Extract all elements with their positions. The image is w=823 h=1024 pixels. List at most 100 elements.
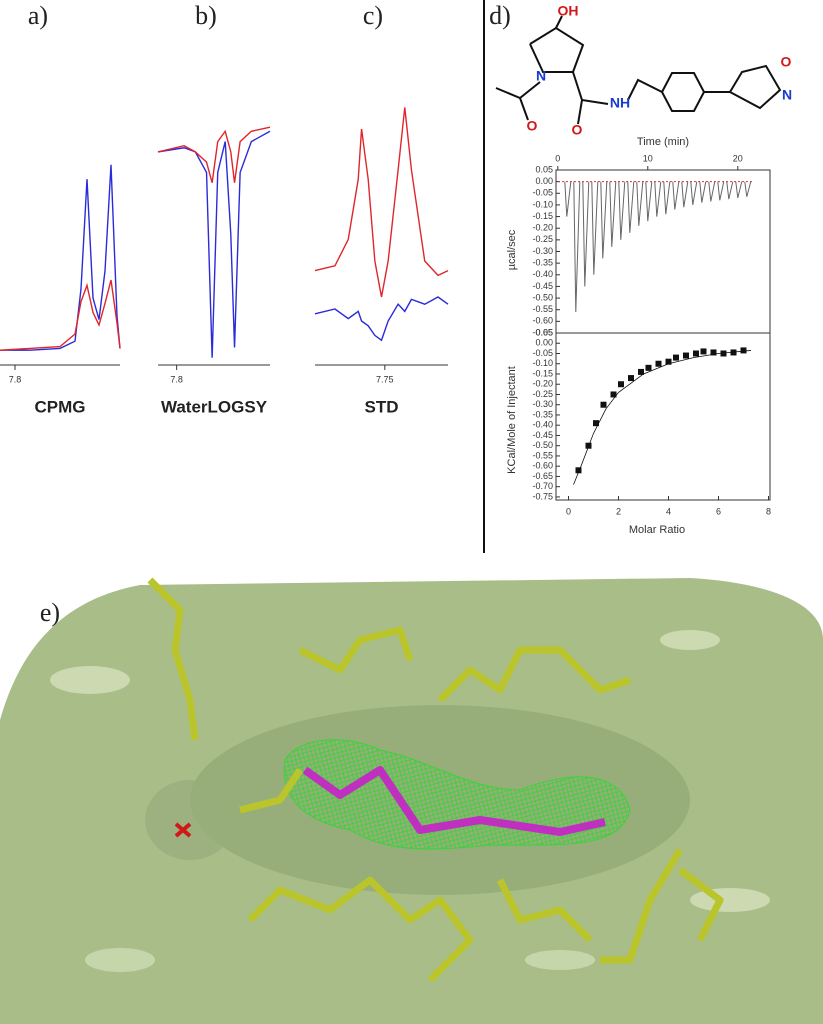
injection-peak: [744, 181, 752, 197]
data-point: [710, 349, 717, 356]
injection-peak: [636, 181, 644, 226]
y-tick-label: -0.05: [532, 348, 553, 358]
x-tick-label: 7.8: [9, 374, 22, 384]
data-point: [628, 375, 634, 382]
y-tick-label: -0.10: [532, 358, 553, 368]
spectrum-line: [0, 164, 121, 351]
panel-label: d): [489, 1, 511, 30]
injection-peak: [717, 181, 725, 201]
injection-peak: [663, 181, 671, 215]
y-axis-label: µcal/sec: [506, 229, 518, 270]
data-point: [693, 350, 699, 357]
data-point: [638, 368, 644, 375]
injection-peak: [699, 181, 707, 203]
x-tick-label: 0: [555, 153, 560, 163]
injection-peak: [582, 181, 590, 287]
data-point: [655, 360, 662, 367]
data-point: [673, 354, 679, 361]
y-tick-label: 0.00: [535, 338, 553, 348]
injection-peak: [645, 181, 653, 222]
injection-peak: [564, 181, 572, 217]
y-tick-label: -0.50: [532, 292, 553, 302]
y-tick-label: -0.40: [532, 269, 553, 279]
atom-label: O: [572, 122, 583, 138]
y-tick-label: -0.45: [532, 430, 553, 440]
chemical-structure: [495, 15, 782, 125]
spectrum-name: STD: [365, 397, 399, 416]
y-tick-label: -0.60: [532, 461, 553, 471]
atom-label: NH: [610, 95, 630, 111]
injection-peak: [609, 181, 617, 247]
atom-label: O: [781, 54, 792, 70]
y-tick-label: -0.55: [532, 450, 553, 460]
panel-label: e): [40, 598, 60, 627]
y-tick-label: -0.65: [532, 327, 553, 337]
y-tick-label: -0.65: [532, 471, 553, 481]
data-point: [593, 420, 599, 427]
y-tick-label: -0.20: [532, 379, 553, 389]
injection-peak: [618, 181, 626, 240]
data-point: [665, 358, 672, 365]
y-tick-label: -0.60: [532, 316, 553, 326]
y-tick-label: -0.75: [532, 491, 553, 501]
injection-peak: [627, 181, 635, 233]
y-tick-label: -0.35: [532, 409, 553, 419]
x-tick-label: 7.75: [376, 374, 394, 384]
atom-label: N: [782, 87, 792, 103]
y-tick-label: -0.25: [532, 389, 553, 399]
x-tick-label: 0: [566, 506, 571, 516]
y-tick-label: -0.30: [532, 246, 553, 256]
data-point: [700, 348, 707, 355]
panel-label: a): [28, 1, 48, 30]
fit-line: [573, 350, 752, 485]
panel-label: b): [195, 1, 217, 30]
spectrum-line: [314, 296, 449, 342]
y-tick-label: -0.30: [532, 399, 553, 409]
spectrum-line: [314, 107, 449, 298]
y-tick-label: -0.05: [532, 188, 553, 198]
data-point: [610, 391, 617, 398]
y-tick-label: -0.15: [532, 368, 553, 378]
x-tick-label: 8: [766, 506, 771, 516]
injection-peak: [591, 181, 599, 275]
y-axis-label: KCal/Mole of Injectant: [506, 366, 518, 474]
x-axis-label: Time (min): [637, 136, 689, 148]
atom-label: N: [536, 68, 546, 84]
y-tick-label: -0.25: [532, 234, 553, 244]
data-point: [618, 381, 624, 388]
y-tick-label: -0.50: [532, 440, 553, 450]
y-tick-label: -0.70: [532, 481, 553, 491]
injection-peak: [690, 181, 698, 206]
injection-peak: [654, 181, 662, 217]
spectrum-line: [157, 126, 271, 183]
panel-label: c): [363, 1, 383, 30]
y-tick-label: -0.55: [532, 304, 553, 314]
data-point: [740, 347, 747, 354]
plot-frame: [555, 332, 771, 501]
atom-label: O: [527, 118, 538, 134]
data-point: [720, 350, 727, 357]
x-tick-label: 10: [643, 153, 653, 163]
x-tick-label: 20: [733, 153, 743, 163]
spectrum-name: CPMG: [35, 397, 86, 416]
y-tick-label: -0.35: [532, 258, 553, 268]
spectrum-line: [0, 279, 121, 351]
x-tick-label: 4: [666, 506, 671, 516]
data-point: [683, 352, 689, 359]
injection-peak: [672, 181, 680, 210]
injection-peak: [735, 181, 743, 199]
spectrum-name: WaterLOGSY: [161, 397, 268, 416]
y-tick-label: 0.00: [535, 176, 553, 186]
data-point: [645, 364, 652, 371]
y-tick-label: 0.05: [535, 164, 553, 174]
injection-peak: [726, 181, 734, 200]
protein-image: [0, 577, 823, 1024]
injection-peak: [600, 181, 608, 259]
injection-peak: [708, 181, 716, 202]
data-point: [575, 467, 582, 474]
y-tick-label: -0.15: [532, 211, 553, 221]
x-tick-label: 2: [616, 506, 621, 516]
y-tick-label: -0.40: [532, 420, 553, 430]
y-tick-label: -0.10: [532, 199, 553, 209]
